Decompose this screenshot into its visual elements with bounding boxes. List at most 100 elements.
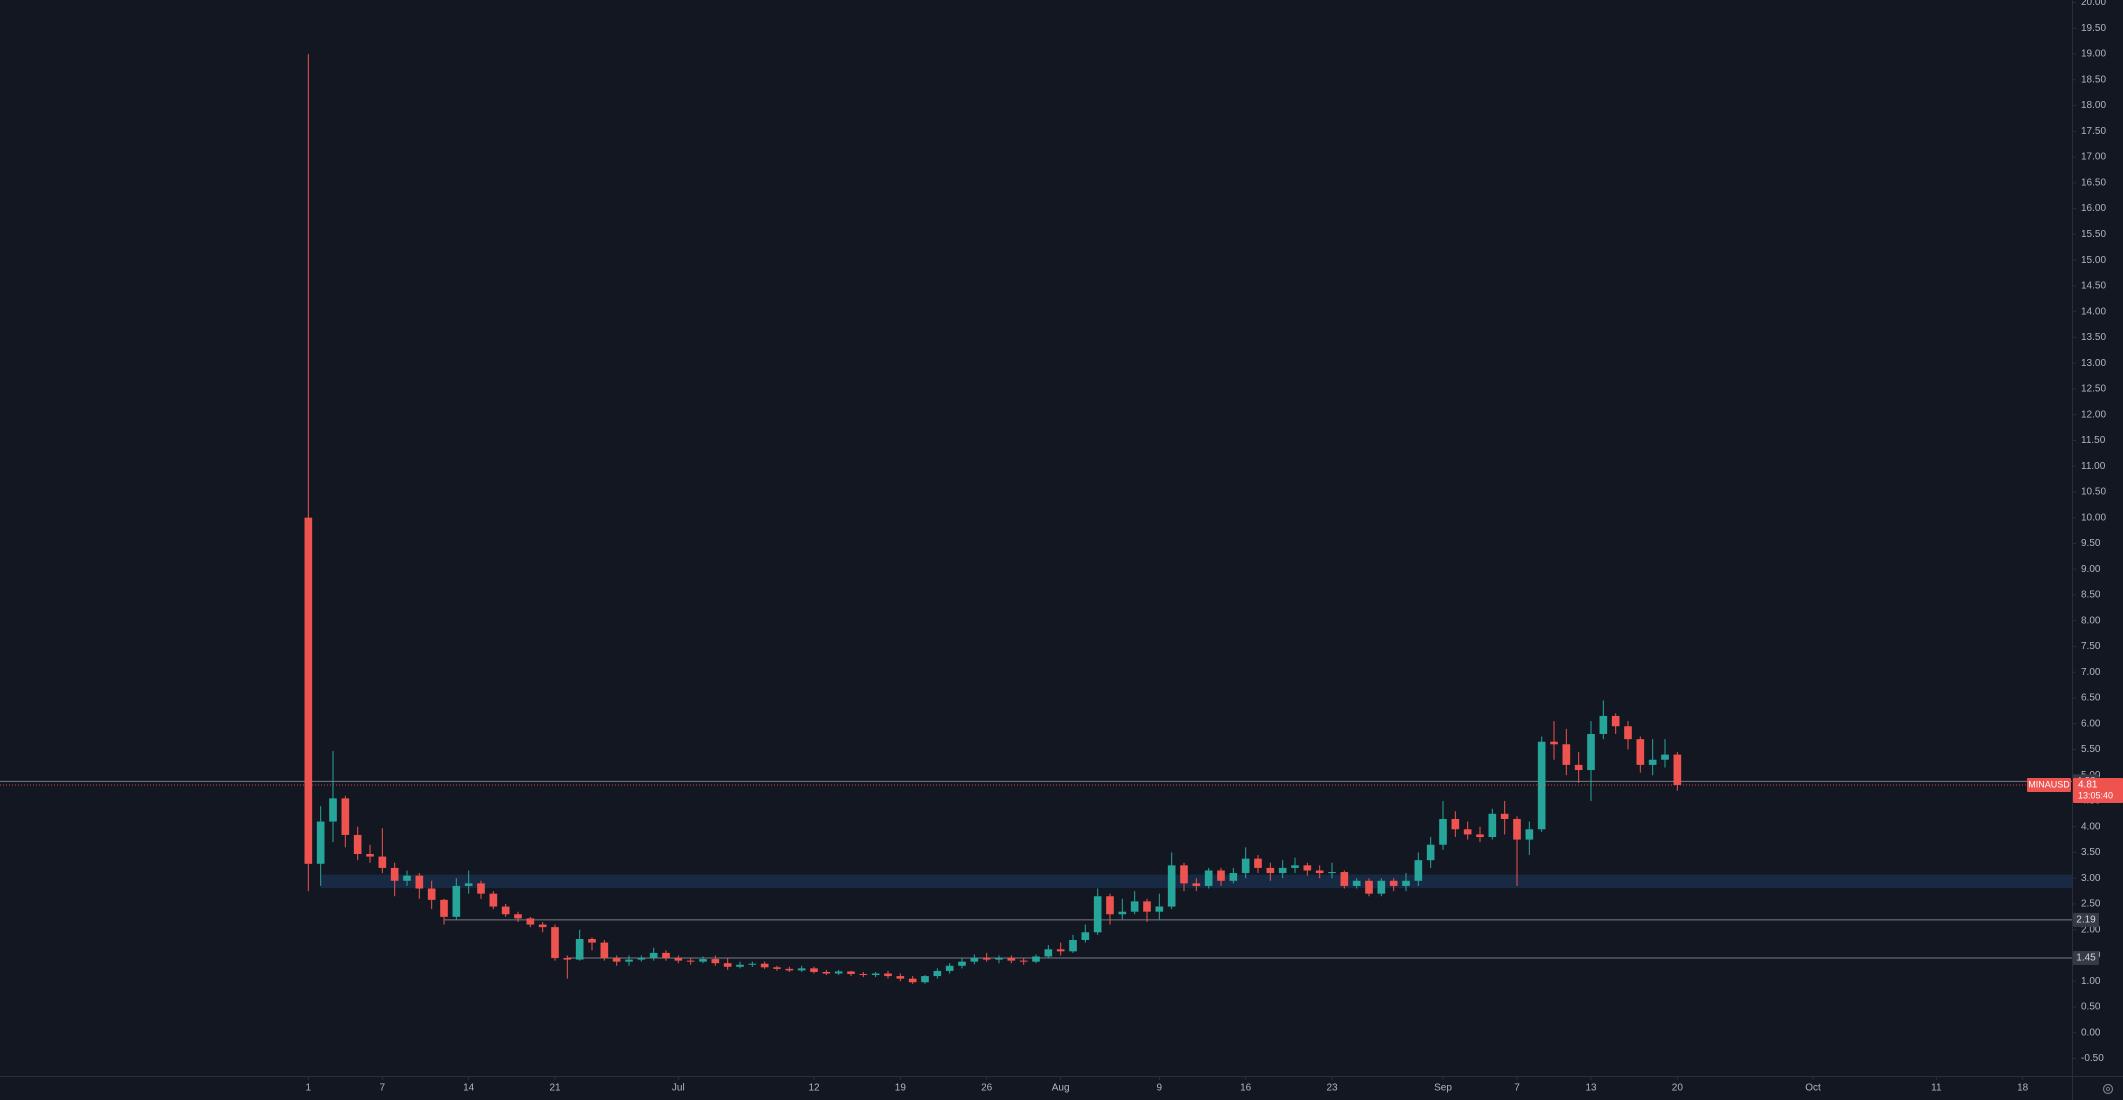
candle-body	[600, 942, 609, 959]
y-tick-label: 16.50	[2081, 177, 2106, 188]
candle	[723, 958, 732, 970]
x-tick-label: 18	[2017, 1083, 2029, 1094]
candle	[1192, 878, 1201, 892]
candle-body	[1217, 870, 1225, 881]
candle	[1587, 721, 1595, 801]
candle	[440, 898, 448, 925]
candle	[1143, 898, 1151, 922]
candle	[1229, 867, 1238, 884]
candle	[1648, 739, 1657, 776]
x-tick-label: Sep	[1434, 1083, 1452, 1094]
candle-body	[1451, 818, 1460, 830]
candle	[316, 806, 325, 886]
candle-body	[1019, 960, 1028, 962]
candle	[1044, 945, 1053, 959]
candle-body	[575, 938, 584, 960]
candle-body	[1648, 759, 1657, 765]
candle	[1315, 865, 1324, 879]
candle	[736, 961, 744, 969]
candle	[464, 870, 473, 894]
y-tick-label: 0.50	[2081, 1002, 2101, 1013]
candle-body	[896, 976, 905, 979]
candle-body	[859, 974, 868, 976]
candle	[378, 828, 387, 874]
candle-body	[440, 899, 448, 917]
settings-icon-core	[2105, 1086, 2111, 1092]
candle-body	[1587, 733, 1595, 771]
x-tick-label: 11	[1931, 1083, 1942, 1094]
candle	[1562, 728, 1571, 776]
candle	[637, 955, 646, 962]
candle	[1476, 826, 1484, 843]
candle-body	[1315, 870, 1324, 874]
candle	[711, 955, 720, 966]
candle	[958, 958, 966, 969]
candle	[489, 891, 498, 910]
candle	[403, 870, 411, 886]
candle-body	[1266, 867, 1275, 874]
candle	[896, 973, 905, 982]
x-tick-label: 9	[1157, 1083, 1163, 1094]
candle	[773, 965, 781, 971]
symbol-label-box	[2027, 777, 2071, 792]
candle	[686, 958, 695, 965]
y-tick-label: 17.50	[2081, 126, 2106, 137]
candle	[1426, 837, 1435, 868]
candle-body	[612, 958, 621, 962]
candle	[847, 970, 855, 977]
candle-body	[1340, 872, 1349, 886]
y-tick-label: 7.00	[2081, 667, 2101, 678]
candle	[1439, 800, 1447, 850]
candle-body	[477, 883, 485, 894]
candle-body	[773, 967, 781, 969]
y-tick-label: 12.50	[2081, 384, 2106, 395]
candle	[1537, 736, 1546, 832]
candle-body	[1106, 896, 1114, 915]
candle-body	[1081, 932, 1090, 941]
candle-body	[1044, 949, 1053, 957]
candle-body	[1414, 860, 1423, 881]
candle-body	[958, 961, 966, 966]
candle	[859, 971, 868, 978]
y-tick-label: 6.00	[2081, 718, 2101, 729]
candle-body	[588, 938, 596, 943]
candle-body	[1426, 844, 1435, 861]
candle-body	[1513, 818, 1521, 840]
candle-body	[1155, 906, 1164, 912]
candle	[366, 844, 374, 863]
candle	[1180, 862, 1188, 892]
y-tick-label: 3.50	[2081, 847, 2101, 858]
candle	[1377, 878, 1386, 897]
candle	[797, 965, 806, 972]
candle-body	[760, 963, 769, 968]
settings-icon[interactable]	[2102, 1083, 2114, 1095]
y-tick-label: 9.50	[2081, 538, 2101, 549]
candle	[884, 970, 892, 979]
candle-body	[316, 821, 325, 864]
candle-body	[1550, 741, 1558, 745]
candle	[427, 880, 436, 910]
x-tick-label: Jul	[672, 1083, 685, 1094]
y-tick-label: 18.00	[2081, 100, 2106, 111]
candle-body	[1365, 880, 1373, 894]
candle-body	[748, 963, 757, 965]
candle-body	[452, 885, 461, 917]
candle	[822, 969, 831, 976]
y-tick-label: 5.50	[2081, 744, 2101, 755]
candle-body	[637, 958, 646, 960]
y-tick-label: 4.00	[2081, 821, 2101, 832]
candle	[1093, 888, 1102, 935]
y-tick-label: 13.50	[2081, 332, 2106, 343]
x-tick-label: 21	[549, 1083, 561, 1094]
candle-body	[1574, 764, 1583, 771]
y-tick-label: 3.00	[2081, 873, 2101, 884]
candle	[1352, 878, 1361, 889]
candle	[1155, 893, 1164, 920]
candle	[551, 924, 559, 961]
candle-body	[1525, 829, 1534, 840]
candle	[995, 955, 1003, 964]
candle-body	[1130, 901, 1139, 912]
candle	[945, 963, 954, 974]
candle-body	[427, 888, 436, 900]
candle-body	[403, 875, 411, 881]
